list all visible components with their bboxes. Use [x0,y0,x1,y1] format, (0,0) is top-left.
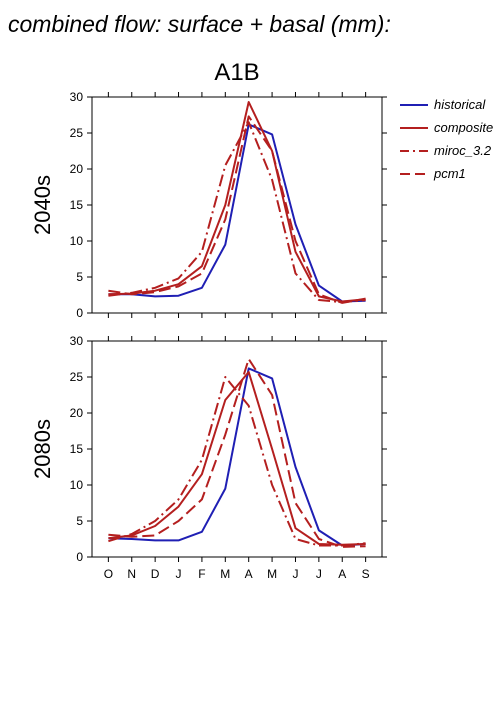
y-tick-label: 20 [70,162,84,176]
series-line-miroc_3.2 [108,376,366,547]
y-tick-label: 10 [70,234,84,248]
y-tick-label: 25 [70,370,84,384]
y-tick-label: 0 [76,306,83,320]
legend-label-pcm1: pcm1 [433,166,466,181]
legend-label-composite: composite [434,120,493,135]
x-tick-label: A [338,567,346,581]
x-tick-label: D [151,567,160,581]
y-tick-label: 15 [70,442,84,456]
series-line-miroc_3.2 [108,121,366,304]
plot-frame [91,340,383,558]
series-line-composite [108,371,366,546]
series-line-historical [108,123,366,303]
y-tick-label: 0 [76,550,83,564]
x-tick-label: A [245,567,253,581]
y-tick-label: 5 [76,514,83,528]
x-tick-label: M [267,567,277,581]
figure-title: combined flow: surface + basal (mm): [8,11,391,37]
x-tick-label: F [198,567,205,581]
legend-label-historical: historical [434,97,486,112]
y-tick-label: 15 [70,198,84,212]
scenario-title: A1B [214,59,259,86]
y-tick-label: 5 [76,270,83,284]
x-tick-label: J [292,567,298,581]
panel-label: 2040s [30,175,55,235]
series-line-pcm1 [108,115,366,304]
legend: historical composite miroc_3.2 pcm1 [400,97,493,181]
x-tick-label: J [316,567,322,581]
x-tick-label: O [104,567,113,581]
x-tick-label: S [362,567,370,581]
plot-frame [91,96,383,314]
y-tick-label: 30 [70,90,84,104]
series-line-historical [108,367,366,547]
panel-label: 2080s [30,419,55,479]
series-line-pcm1 [108,358,366,548]
legend-label-miroc_3.2: miroc_3.2 [434,143,492,158]
y-tick-label: 10 [70,478,84,492]
y-tick-label: 30 [70,334,84,348]
x-tick-label: M [220,567,230,581]
series-line-composite [108,101,366,303]
y-tick-label: 25 [70,126,84,140]
y-tick-label: 20 [70,406,84,420]
x-tick-label: J [176,567,182,581]
panel-2040s: 0 5 10 15 20 25 30 2040s [30,90,387,320]
x-tick-label: N [127,567,136,581]
